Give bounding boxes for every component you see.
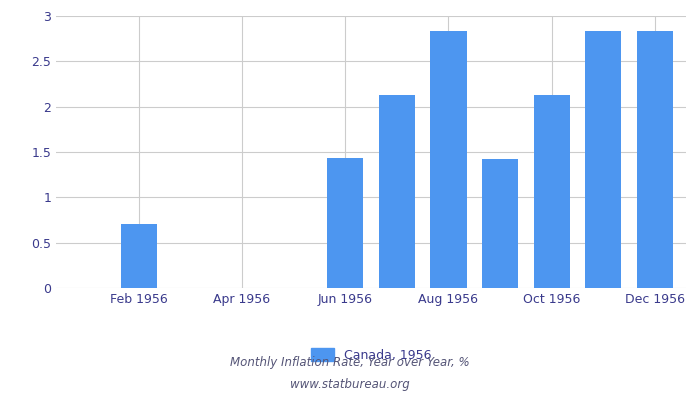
Bar — [637, 30, 673, 288]
Bar — [379, 95, 415, 288]
Text: www.statbureau.org: www.statbureau.org — [290, 378, 410, 391]
Bar — [482, 159, 518, 288]
Bar — [585, 30, 622, 288]
Bar — [533, 95, 570, 288]
Bar — [430, 30, 466, 288]
Text: Monthly Inflation Rate, Year over Year, %: Monthly Inflation Rate, Year over Year, … — [230, 356, 470, 369]
Bar — [120, 224, 157, 288]
Legend: Canada, 1956: Canada, 1956 — [306, 343, 436, 367]
Bar — [327, 158, 363, 288]
